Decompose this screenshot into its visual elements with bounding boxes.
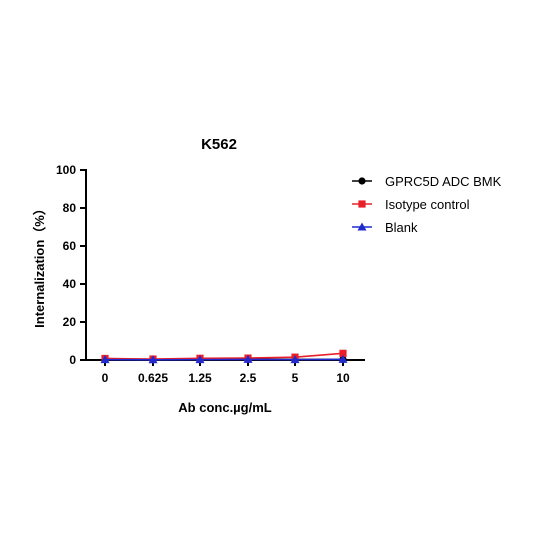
- legend-marker: [357, 222, 367, 231]
- y-tick-label: 20: [63, 315, 77, 329]
- x-tick-label: 0: [102, 371, 109, 385]
- legend-marker: [358, 200, 366, 208]
- legend-label: Isotype control: [385, 197, 470, 212]
- x-tick-label: 2.5: [240, 371, 257, 385]
- series-layer: [100, 349, 348, 364]
- y-tick-label: 80: [63, 201, 77, 215]
- legend-marker: [358, 177, 366, 185]
- y-tick-label: 60: [63, 239, 77, 253]
- x-tick-label: 1.25: [188, 371, 212, 385]
- x-tick-label: 5: [292, 371, 299, 385]
- data-point: [339, 349, 347, 357]
- x-axis-label: Ab conc.µg/mL: [178, 400, 271, 415]
- legend-label: Blank: [385, 220, 418, 235]
- data-point: [100, 355, 110, 364]
- y-ticks: 0 20 40 60 80 100: [56, 163, 86, 367]
- x-tick-label: 0.625: [138, 371, 168, 385]
- data-point: [290, 355, 300, 364]
- y-tick-label: 0: [69, 353, 76, 367]
- data-point: [243, 354, 253, 363]
- x-ticks: 0 0.625 1.25 2.5 5 10: [102, 360, 350, 385]
- chart-title: K562: [201, 136, 237, 153]
- series-line: [104, 352, 344, 360]
- y-axis-label: Internalization（%）: [32, 202, 47, 328]
- data-point: [148, 355, 158, 364]
- x-tick-label: 10: [336, 371, 350, 385]
- data-point: [338, 354, 348, 363]
- series-blank: [100, 354, 348, 364]
- y-tick-label: 40: [63, 277, 77, 291]
- y-tick-label: 100: [56, 163, 76, 177]
- data-point: [195, 355, 205, 364]
- legend-item: Blank: [352, 220, 418, 235]
- legend: GPRC5D ADC BMK Isotype control Blank: [352, 174, 502, 235]
- legend-item: GPRC5D ADC BMK: [352, 174, 502, 189]
- legend-item: Isotype control: [352, 197, 470, 212]
- legend-label: GPRC5D ADC BMK: [385, 174, 502, 189]
